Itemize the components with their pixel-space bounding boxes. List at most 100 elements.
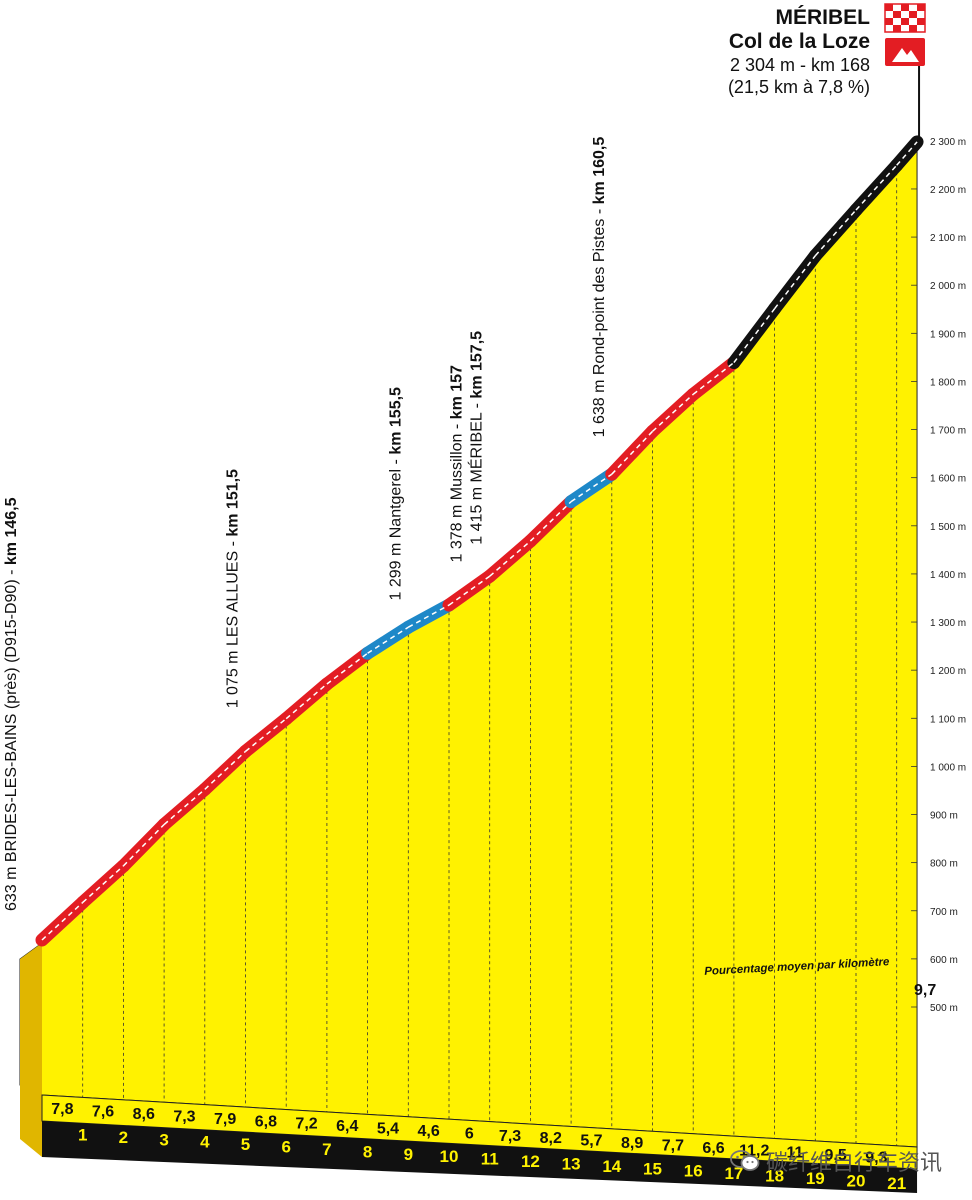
gradient-label: 7,7 [662,1137,684,1154]
road-segment [442,569,497,612]
y-tick-label: 1 100 m [930,714,966,725]
summit-info: MÉRIBEL Col de la Loze 2 304 m - km 168 … [728,6,870,98]
y-tick-label: 1 500 m [930,522,966,533]
watermark-text: 碳纤维自行车资讯 [765,1151,942,1176]
y-axis-ticks: 500 m 600 m 700 m 800 m 900 m 1 000 m 1 100 m 1… [930,137,966,1014]
y-tick-label: 1 200 m [930,666,966,677]
km-marker: 3 [159,1130,168,1149]
km-marker: 16 [684,1162,703,1181]
waypoint-label: 1 075 m LES ALLUES - km 151,5 [225,469,242,708]
road-segment [686,356,741,401]
gradient-label: 9,5 [825,1147,847,1164]
y-tick-label: 600 m [930,955,958,966]
y-tick-label: 800 m [930,859,958,870]
road-segment [157,782,212,832]
gradient-label: 7,2 [295,1116,317,1133]
road-centerline [774,255,816,310]
km-marker: 2 [119,1128,128,1147]
km-marker: 15 [643,1159,662,1178]
road-centerline [41,901,84,941]
km-marker: 4 [200,1133,210,1152]
y-tick-label: 1 900 m [930,329,966,340]
gradient-label: 5,7 [580,1133,602,1150]
summit-flag-group [884,3,926,139]
gradient-label: 6,8 [255,1113,277,1130]
road-centerline [814,209,857,257]
checkered-flag-icon [884,3,926,33]
mountain-flag-icon [885,38,925,66]
y-tick-label: 2 200 m [930,185,966,196]
road-segment [890,135,924,172]
y-tick-label: 2 000 m [930,281,966,292]
wechat-icon [730,1150,760,1172]
gradient-label: 8,6 [133,1106,155,1123]
km-marker: 13 [562,1154,581,1173]
y-tick-label: 1 000 m [930,762,966,773]
waypoint-label: 1 378 m Mussillon - km 157 [448,365,465,563]
y-tick-label: 2 300 m [930,137,966,148]
gradient-label: 7,3 [499,1128,521,1145]
gradient-label: 11,2 [739,1142,769,1159]
y-tick-label: 900 m [930,811,958,822]
km-marker: 19 [806,1169,825,1188]
road-centerline [733,308,776,364]
y-tick-label: 2 100 m [930,233,966,244]
road-centerline [651,393,694,432]
road-line [35,135,924,947]
road-segment [239,712,293,758]
profile-side [20,943,42,1157]
y-tick-label: 700 m [930,907,958,918]
gradient-label: 8,9 [621,1135,643,1152]
gradient-label: 6 [465,1125,474,1142]
y-tick-label: 1 400 m [930,570,966,581]
km-marker: 6 [281,1138,290,1157]
y-tick-label: 1 800 m [930,377,966,388]
road-centerline [407,604,450,628]
gradient-label: 9,7 [914,982,936,999]
road-centerline [570,473,613,503]
summit-subname: Col de la Loze [728,30,870,53]
km-marker: 8 [363,1142,372,1161]
waypoint-labels: 633 m BRIDES-LES-BAINS (près) (D915-D90)… [3,137,608,911]
gradient-label: 11 [786,1145,803,1162]
km-marker: 14 [602,1157,621,1176]
km-marker: 21 [887,1174,906,1193]
road-centerline [367,626,409,654]
km-marker: 17 [724,1164,743,1183]
waypoint-label: 1 638 m Rond-point des Pistes - km 160,5 [591,137,608,438]
km-band [42,1121,918,1193]
km-marker: 18 [765,1167,784,1186]
km-marker: 9 [404,1145,413,1164]
summit-altitude: 2 304 m - km 168 [729,55,870,75]
y-tick-label: 1 600 m [930,474,966,485]
gradient-label: 7,3 [173,1108,195,1125]
watermark: 碳纤维自行车资讯 [730,1145,942,1177]
gradient-label: 4,6 [418,1123,440,1140]
summit-name: MÉRIBEL [775,6,871,29]
road-centerline [855,164,898,211]
km-marker: 5 [241,1135,250,1154]
waypoint-label: 633 m BRIDES-LES-BAINS (près) (D915-D90)… [3,497,20,911]
km-marker: 12 [521,1152,540,1171]
km-marker: 10 [440,1147,459,1166]
road-segment [279,677,334,726]
gradient-label: 6,4 [336,1118,358,1135]
y-tick-label: 1 300 m [930,618,966,629]
profile-area [19,140,918,1193]
gradient-label: 8,2 [540,1130,562,1147]
road-centerline [122,823,165,867]
road-segment [483,534,537,583]
km-marker: 11 [481,1150,499,1169]
gradient-labels: 7,8 7,6 8,6 7,3 7,9 6,8 7,2 6,4 5,4 4,6 6 7,3 8,2 5,7… [51,982,936,1167]
gradient-label: 6,6 [702,1140,724,1157]
y-tick-label: 500 m [930,1003,958,1014]
km-marker: 1 [78,1125,87,1144]
km-marker: 7 [322,1140,331,1159]
km-marker: 20 [847,1171,866,1190]
km-markers: 1 2 3 4 5 6 7 8 9 10 11 12 13 14 15 16 17 18 19 20 21 [78,1125,906,1192]
y-tick-label: 1 700 m [930,426,966,437]
road-centerline [611,430,654,475]
summit-climb: (21,5 km à 7,8 %) [727,77,870,97]
road-centerline [82,865,124,904]
